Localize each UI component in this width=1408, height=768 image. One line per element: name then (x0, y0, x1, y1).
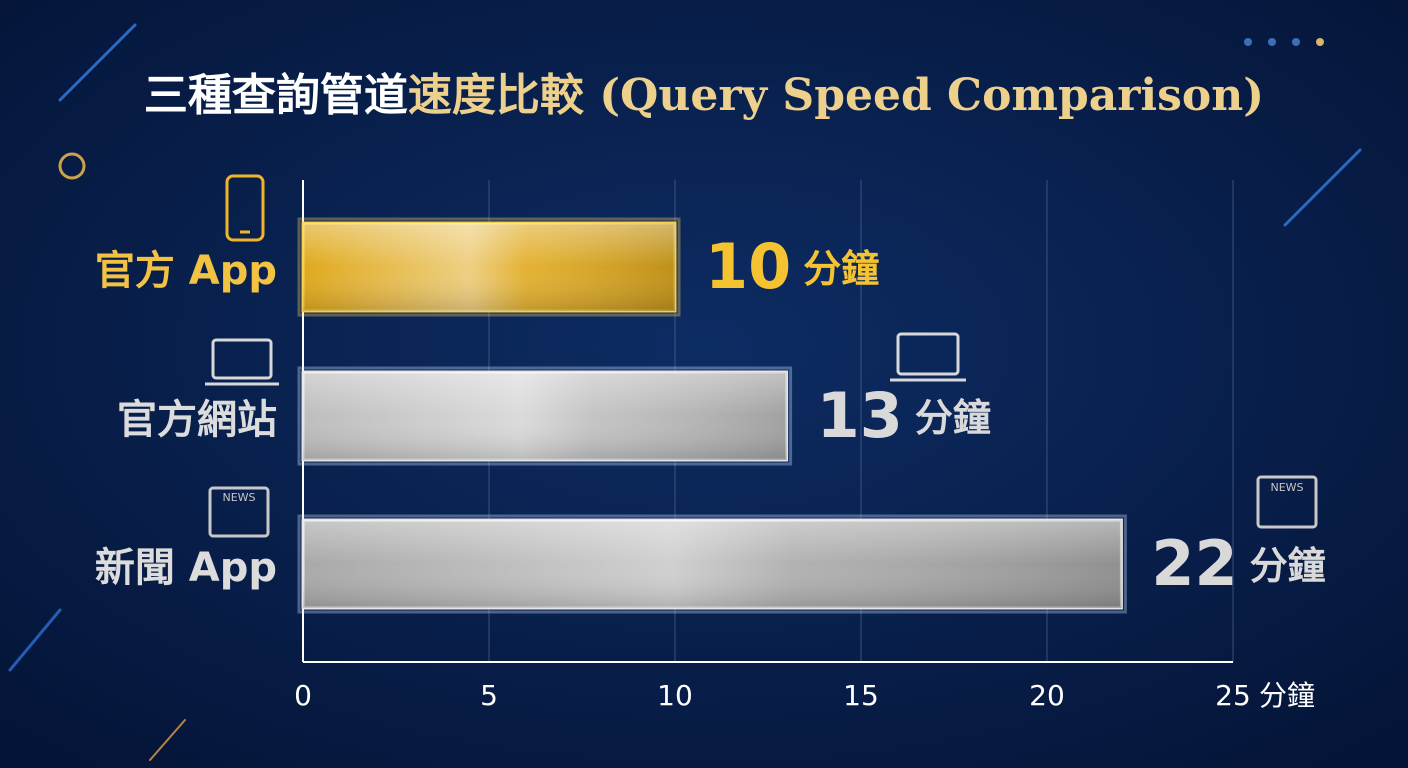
title-part: 速度比較 (Query Speed Comparison) (408, 70, 1264, 121)
category-label: 官方網站 (117, 397, 277, 443)
decor (8, 23, 1362, 761)
bar-gloss (303, 223, 675, 311)
x-tick-label: 10 (657, 679, 693, 712)
bar-glow (297, 217, 681, 317)
value-label: 22 分鐘 (1151, 527, 1325, 600)
chart-title: 三種查詢管道速度比較 (Query Speed Comparison) (144, 70, 1264, 121)
value-unit: 分鐘 (803, 247, 879, 291)
x-tick-label: 15 (843, 679, 879, 712)
value-number: 10 (705, 230, 791, 303)
title-part: 三種查詢管道 (144, 70, 408, 121)
value-unit: 分鐘 (1250, 544, 1326, 588)
value-unit: 分鐘 (915, 396, 991, 440)
bar-glow (297, 366, 793, 466)
category-label: 新聞 App (95, 545, 277, 591)
svg-text:NEWS: NEWS (1270, 481, 1303, 494)
svg-text:NEWS: NEWS (222, 491, 255, 504)
x-tick-label: 20 (1029, 679, 1065, 712)
x-tick-label: 0 (294, 679, 312, 712)
bar-glow (297, 514, 1127, 614)
value-label: 13 分鐘 (817, 379, 991, 452)
bar-gloss (303, 372, 787, 460)
bar-gloss (303, 520, 1122, 608)
value-number: 13 (817, 379, 903, 452)
x-tick-label: 5 (480, 679, 498, 712)
category-label: 官方 App (95, 248, 277, 294)
icons: NEWS NEWS (205, 174, 1318, 538)
value-label: 10 分鐘 (705, 230, 879, 303)
value-number: 22 (1151, 527, 1237, 600)
x-axis-label: 分鐘 (1259, 679, 1315, 712)
x-tick-label: 25 (1215, 679, 1251, 712)
